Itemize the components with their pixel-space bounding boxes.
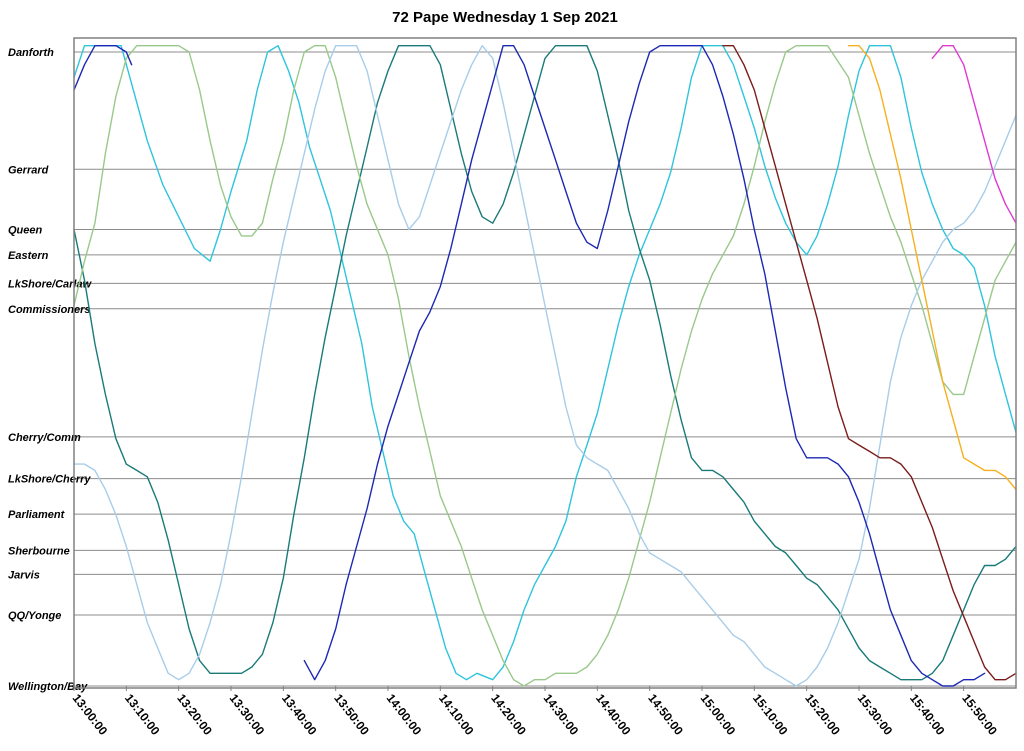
x-tick-label: 15:00:00 (698, 691, 739, 738)
stop-label-gerrard: Gerrard (8, 164, 49, 176)
x-tick-label: 13:00:00 (70, 691, 111, 738)
x-tick-label: 15:30:00 (855, 691, 896, 738)
stop-gridlines (74, 51, 1016, 687)
stop-label-eastern: Eastern (8, 250, 49, 262)
stop-label-qq-yonge: QQ/Yonge (8, 610, 61, 622)
chart-title: 72 Pape Wednesday 1 Sep 2021 (392, 9, 618, 26)
trip-line-vehicle-b (73, 45, 1017, 681)
stop-label-danforth: Danforth (8, 47, 54, 59)
stop-label-queen: Queen (8, 225, 43, 237)
stop-label-lkshore-carlaw: LkShore/Carlaw (8, 278, 93, 290)
x-tick-label: 14:10:00 (436, 691, 477, 738)
plot-frame (73, 37, 1017, 689)
stop-label-wellington-bay: Wellington/Bay (8, 681, 88, 693)
x-tick-label: 14:30:00 (541, 691, 582, 738)
x-tick-label: 13:20:00 (174, 691, 215, 738)
x-tick-label: 13:10:00 (122, 691, 163, 738)
x-tick-label: 14:40:00 (593, 691, 634, 738)
x-tick-label: 13:50:00 (331, 691, 372, 738)
stop-label-parliament: Parliament (8, 509, 66, 521)
x-tick-label: 13:40:00 (279, 691, 320, 738)
trip-line-vehicle-a (73, 45, 1017, 681)
vehicle-trips (73, 45, 1017, 687)
x-tick-label: 14:50:00 (645, 691, 686, 738)
stop-label-lkshore-cherry: LkShore/Cherry (8, 474, 91, 486)
trip-line-vehicle-d (73, 45, 1017, 687)
stop-labels: Danforth Gerrard Queen Eastern LkShore/Carla… (8, 47, 93, 693)
stop-label-commissioners: Commissioners (8, 304, 91, 316)
trip-line-vehicle-c (73, 45, 1017, 687)
x-tick-label: 14:20:00 (488, 691, 529, 738)
x-tick-label: 15:50:00 (959, 691, 1000, 738)
trip-line-vehicle-g (722, 45, 1017, 681)
stop-label-cherry-comm: Cherry/Comm (8, 432, 81, 444)
x-tick-label: 15:40:00 (907, 691, 948, 738)
x-tick-label: 15:20:00 (802, 691, 843, 738)
trip-line-vehicle-e (73, 45, 133, 91)
x-tick-label: 13:30:00 (227, 691, 268, 738)
trip-line-vehicle-h (847, 45, 1017, 491)
x-tick-label: 14:00:00 (384, 691, 425, 738)
x-tick-label: 15:10:00 (750, 691, 791, 738)
trip-line-vehicle-i (931, 45, 1017, 224)
trip-line-vehicle-f (303, 45, 986, 687)
stop-label-sherbourne: Sherbourne (8, 545, 70, 557)
stop-label-jarvis: Jarvis (8, 569, 40, 581)
time-axis-labels: 13:00:00 13:10:00 13:20:00 13:30:00 13:40:00… (70, 686, 1000, 738)
